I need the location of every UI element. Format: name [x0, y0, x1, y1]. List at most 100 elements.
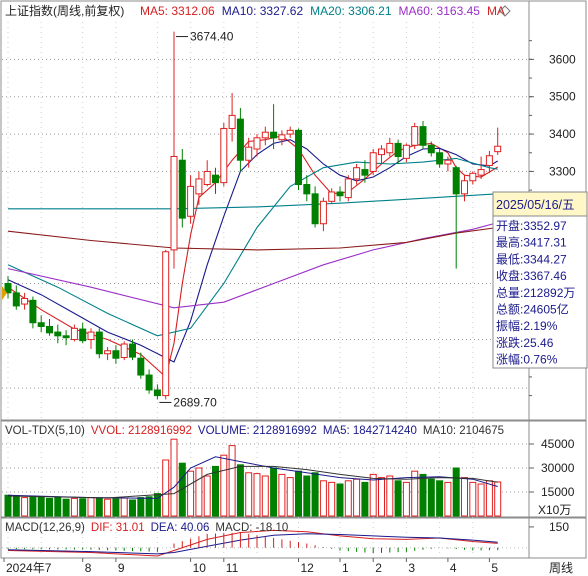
info-box-row: 收盘:3367.46: [496, 268, 567, 283]
candle-body: [295, 129, 302, 186]
candle-body: [12, 292, 20, 307]
candle-body: [145, 374, 153, 391]
ma-legend-item: MA60: 3163.45: [399, 4, 481, 18]
volume-bar: [54, 497, 62, 517]
candle-body: [311, 193, 319, 225]
volume-legend-item: VOLUME: 2128916992: [198, 425, 317, 437]
candle-body: [203, 170, 211, 186]
candle-body: [427, 144, 435, 154]
volume-bar: [427, 478, 435, 517]
volume-bar: [361, 481, 369, 517]
candle-body: [270, 131, 278, 139]
info-box-row: 振幅:2.19%: [496, 318, 558, 333]
x-tick-label: 10: [193, 561, 207, 575]
volume-bar: [87, 497, 95, 517]
volume-bar: [62, 498, 70, 517]
volume-bar: [452, 467, 460, 517]
candle-body: [394, 142, 402, 157]
volume-tick-label: 30000: [541, 461, 575, 475]
volume-bar: [319, 480, 327, 517]
volume-bar: [104, 498, 112, 517]
candle-body: [95, 331, 103, 355]
volume-bar: [120, 497, 128, 517]
candle-body: [328, 191, 336, 202]
volume-bar: [353, 478, 361, 517]
volume-bar: [112, 498, 120, 517]
volume-tick-label: 15000: [541, 485, 575, 499]
volume-legend-item: MA5: 1842714240: [323, 425, 417, 437]
candle-body: [411, 126, 419, 146]
high-marker-label: 3674.40: [190, 30, 234, 44]
diamond-icon[interactable]: [499, 5, 511, 17]
volume-bar: [137, 497, 145, 517]
candle-body: [87, 331, 95, 341]
x-tick-label: 2024年7: [6, 561, 52, 575]
volume-bar: [187, 470, 195, 517]
candle-body: [220, 127, 228, 184]
volume-bar: [278, 473, 286, 517]
info-box-row: 总额:24605亿: [496, 302, 569, 317]
price-panel-title: 上证指数(周线,前复权): [5, 3, 124, 18]
volume-bar: [270, 467, 278, 517]
macd-dif-line: [7, 529, 498, 557]
candle-body: [212, 174, 219, 184]
info-box-row: 开盘:3352.97: [496, 218, 567, 233]
volume-bar: [444, 481, 452, 517]
low-marker-label: 2689.70: [173, 395, 217, 409]
macd-legend-item: MACD: -18.10: [215, 522, 288, 534]
volume-bar: [203, 475, 211, 517]
candle-body: [79, 328, 87, 342]
candle-body: [452, 167, 460, 195]
scroll-left-icon[interactable]: [2, 286, 7, 300]
volume-bar: [153, 493, 161, 517]
volume-bars: [4, 438, 502, 517]
macd-legend-item: DEA: 40.06: [151, 522, 210, 534]
info-box-row: 最高:3417.31: [496, 235, 567, 250]
tick-labels: 3300 3400 3500 3600 15000 30000 45000 150 2024年7…: [2, 40, 576, 575]
candle-body: [195, 178, 203, 195]
x-tick-label: 9: [118, 561, 125, 575]
volume-bar: [70, 497, 78, 517]
volume-bar: [195, 467, 203, 517]
volume-bar: [236, 464, 244, 517]
candle-body: [469, 172, 477, 182]
volume-bar: [12, 496, 20, 517]
macd-legend: MACD(12,26,9) DIF: 31.01 DEA: 40.06 MACD: -…: [5, 522, 288, 534]
volume-bar: [29, 495, 37, 517]
ma-line-ma20: [7, 157, 498, 337]
volume-legend-item: VVOL: 2128916992: [91, 425, 192, 437]
candle-body: [353, 167, 361, 180]
volume-bar: [286, 477, 294, 517]
ma-line-ma_extra_base: [8, 193, 498, 210]
volume-bar: [46, 497, 53, 517]
candle-body: [129, 343, 136, 358]
candle-body: [245, 146, 253, 161]
candle-body: [178, 159, 186, 219]
volume-bar: [162, 459, 170, 517]
candle-body: [336, 191, 344, 197]
candle-body: [278, 134, 286, 141]
candle-body: [286, 129, 294, 135]
info-box-row: 总量:212892万: [496, 286, 575, 300]
volume-bar: [494, 481, 502, 517]
candle-body: [62, 335, 70, 339]
ma-legend-item: MA: [487, 4, 505, 18]
candle-body: [477, 169, 485, 176]
volume-legend: VOL-TDX(5,10) VVOL: 2128916992 VOLUME: 212…: [5, 425, 504, 437]
macd-dea-line: [7, 533, 498, 555]
volume-bar: [245, 472, 253, 517]
candle-body: [21, 297, 29, 305]
volume-bar: [369, 473, 377, 517]
volume-bar: [328, 481, 336, 517]
candle-body: [319, 200, 327, 225]
candle-body: [303, 184, 311, 195]
candle-body: [137, 357, 145, 376]
volume-bar: [178, 462, 186, 517]
candle-body: [494, 145, 502, 153]
candle-body: [170, 155, 178, 251]
candle-body: [378, 148, 385, 156]
volume-bar: [295, 470, 302, 517]
volume-bar: [485, 480, 493, 517]
price-tick-label: 3300: [549, 164, 576, 178]
candle-body: [104, 350, 112, 355]
